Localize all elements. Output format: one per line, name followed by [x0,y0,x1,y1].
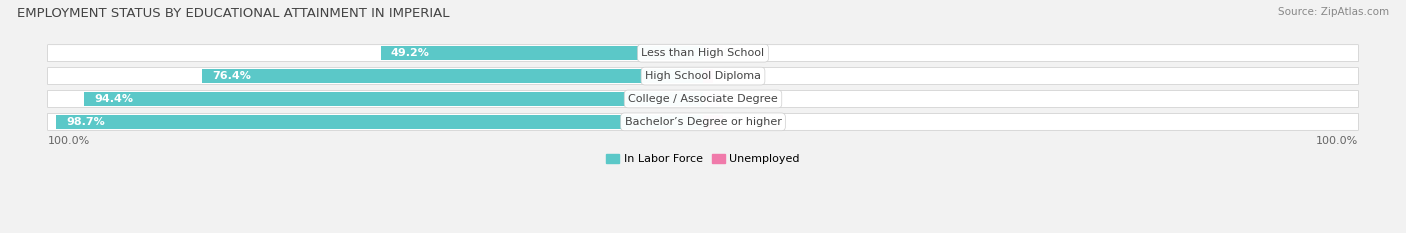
FancyBboxPatch shape [48,68,1358,85]
Bar [381,46,703,60]
Text: 100.0%: 100.0% [48,136,90,146]
Text: 49.2%: 49.2% [391,48,429,58]
Text: 0.0%: 0.0% [713,48,741,58]
Text: High School Diploma: High School Diploma [645,71,761,81]
FancyBboxPatch shape [48,90,1358,107]
Bar [202,69,703,83]
Text: 94.4%: 94.4% [94,94,134,104]
Bar [703,115,723,129]
Text: 76.4%: 76.4% [212,71,252,81]
Text: 100.0%: 100.0% [1316,136,1358,146]
Bar [56,115,703,129]
Text: 98.7%: 98.7% [66,117,105,127]
FancyBboxPatch shape [48,45,1358,62]
FancyBboxPatch shape [48,113,1358,130]
Text: 3.1%: 3.1% [733,117,762,127]
Text: EMPLOYMENT STATUS BY EDUCATIONAL ATTAINMENT IN IMPERIAL: EMPLOYMENT STATUS BY EDUCATIONAL ATTAINM… [17,7,450,20]
Text: Bachelor’s Degree or higher: Bachelor’s Degree or higher [624,117,782,127]
Bar [84,92,703,106]
Text: Less than High School: Less than High School [641,48,765,58]
Text: 1.6%: 1.6% [723,71,752,81]
Bar [703,46,723,60]
Text: 0.0%: 0.0% [713,94,741,104]
Text: Source: ZipAtlas.com: Source: ZipAtlas.com [1278,7,1389,17]
Bar [703,69,713,83]
Text: College / Associate Degree: College / Associate Degree [628,94,778,104]
Legend: In Labor Force, Unemployed: In Labor Force, Unemployed [602,149,804,169]
Bar [703,92,723,106]
